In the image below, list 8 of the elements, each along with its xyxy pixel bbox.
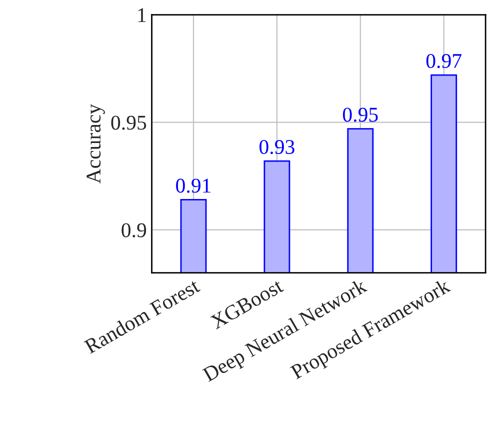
y-tick-label: 0.95 [111,116,146,130]
y-axis-title: Accuracy [86,104,105,184]
y-tick-label: 0.9 [122,223,146,238]
data-label: 0.97 [426,54,462,68]
data-label: 0.93 [260,140,294,154]
y-tick-label: 1 [138,8,146,22]
data-label: 0.95 [342,108,378,122]
data-label: 0.91 [176,178,210,193]
